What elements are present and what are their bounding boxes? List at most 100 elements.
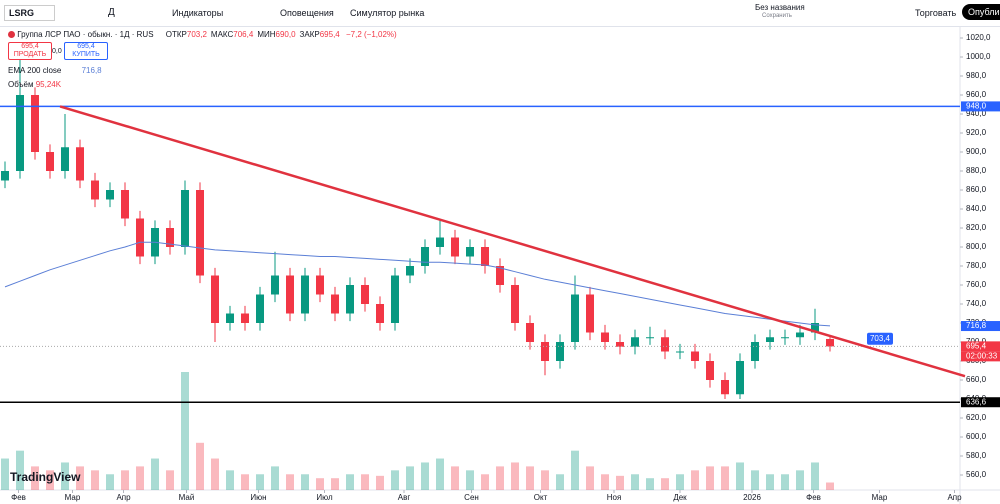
volume-bar [766,474,774,490]
candle-body [391,275,399,323]
candle-body [706,361,714,380]
sell-button[interactable]: 695,4 ПРОДАТЬ [8,42,52,60]
price-badge [961,321,1000,332]
volume-bar [706,466,714,490]
y-tick-label: 1020,0 [966,33,991,42]
price-badge [961,341,1000,352]
candle-body [346,285,354,314]
countdown: 02:00:33 [966,351,998,360]
candle-body [211,275,219,323]
x-tick-label: Сен [464,493,479,502]
volume-bar [796,470,804,490]
volume-bar [361,474,369,490]
indicators-button[interactable]: Индикаторы [172,8,224,18]
volume-bar [46,470,54,490]
price-badge-label: 636,6 [966,397,987,406]
volume-bar [406,466,414,490]
candle-body [511,285,519,323]
candle-body [61,147,69,171]
x-tick-label: Июл [316,493,333,502]
replay-button[interactable]: Симулятор рынка [350,8,425,18]
volume-bar [541,470,549,490]
interval[interactable]: Д [108,7,115,18]
alerts-button[interactable]: Оповещения [280,8,334,18]
y-tick-label: 760,0 [966,280,987,289]
candle-body [811,323,819,333]
candle-body [316,275,324,295]
volume-bar [436,458,444,490]
y-tick-label: 820,0 [966,223,987,232]
candle-body [481,247,489,266]
volume-bar [301,474,309,490]
y-tick-label: 880,0 [966,166,987,175]
y-tick-label: 920,0 [966,128,987,137]
candle-body [796,332,804,338]
x-tick-label: Дек [673,493,687,502]
volume-bar [286,474,294,490]
sell-price: 695,4 [21,43,39,50]
candle-body [31,95,39,152]
candle-body [91,180,99,200]
candle-body [661,337,669,352]
price-badge-label: 948,0 [966,102,987,111]
volume-bar [241,474,249,490]
volume-bar [736,462,744,490]
volume-bar [166,470,174,490]
volume-bar [661,478,669,490]
volume-bar [421,462,429,490]
volume-bar [631,474,639,490]
candle-body [421,247,429,266]
y-tick-label: 1000,0 [966,52,991,61]
volume-bar [376,475,384,490]
candle-body [721,380,729,395]
volume-bar [526,466,534,490]
candle-body [1,171,9,181]
volume-bar [571,450,579,490]
candle-body [76,147,84,181]
volume-bar [496,466,504,490]
candle-body [121,190,129,219]
volume-bar [646,478,654,490]
symbol-search[interactable]: LSRG [4,5,56,21]
candle-body [166,228,174,247]
volume-bar [556,474,564,490]
publish-button[interactable]: Опубликовать [962,4,1000,20]
candle-body [496,266,504,285]
x-tick-label: Мар [65,493,81,502]
y-tick-label: 900,0 [966,147,987,156]
y-tick-label: 800,0 [966,242,987,251]
x-tick-label: Авг [398,493,411,502]
plot [1,57,834,490]
candle-body [676,351,684,353]
y-tick-label: 580,0 [966,451,987,460]
candle-body [106,190,114,200]
y-tick-label: 780,0 [966,261,987,270]
candle-body [226,313,234,323]
volume-bar [121,470,129,490]
x-tick-label: Май [179,493,195,502]
volume-bar [271,466,279,490]
buy-button[interactable]: 695,4 КУПИТЬ [64,42,108,60]
volume-bar [316,478,324,490]
candle-body [196,190,204,276]
candle-body [571,294,579,342]
layout-name[interactable]: Без названия [755,3,805,12]
y-tick-label: 660,0 [966,375,987,384]
x-tick-label: 2026 [743,493,761,502]
ema-name: EMA 200 close [8,66,62,75]
y-tick-label: 620,0 [966,413,987,422]
candle-body [376,304,384,323]
candle-body [616,342,624,347]
candle-body [781,337,789,339]
candle-body [271,275,279,295]
volume-legend: Объём 95,24K [8,80,61,89]
volume-bar [256,474,264,490]
ohlc-value: 690,0 [275,30,296,39]
volume-bar [691,470,699,490]
instrument: Группа ЛСР ПАО · обыкн. · 1Д · RUS [17,30,154,39]
volume-bar [511,462,519,490]
layout-state: Сохранить [762,13,792,19]
x-tick-label: Окт [534,493,548,502]
y-tick-label: 860,0 [966,185,987,194]
trade-button[interactable]: Торговать [915,8,957,18]
